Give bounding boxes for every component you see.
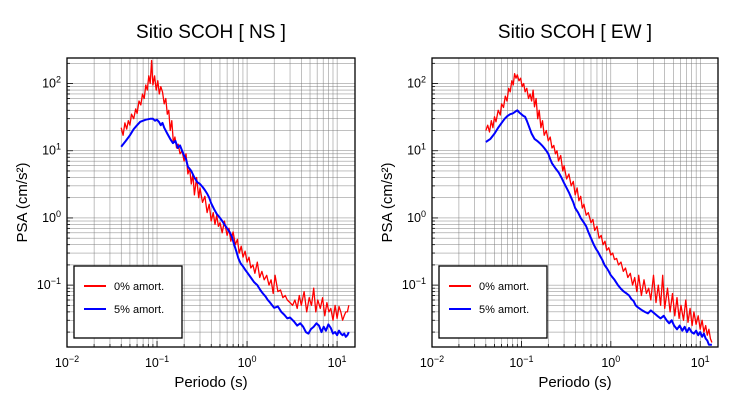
series-line-undamped <box>485 73 713 343</box>
plot-frame <box>66 57 356 348</box>
x-tick-label: 100 <box>601 354 620 370</box>
x-tick-label: 10−1 <box>509 354 533 370</box>
y-tick-label: 101 <box>407 142 426 158</box>
y-tick-label: 101 <box>42 142 61 158</box>
y-tick-label: 10−1 <box>37 276 61 292</box>
y-tick-label: 102 <box>42 75 61 91</box>
x-tick-label: 10−1 <box>145 354 169 370</box>
y-tick-label: 100 <box>42 209 61 225</box>
x-axis-label: Periodo (s) <box>174 374 247 391</box>
legend: 0% amort. 5% amort. <box>73 265 183 339</box>
legend-label: 0% amort. <box>479 281 529 293</box>
legend: 0% amort. 5% amort. <box>438 265 548 339</box>
chart-title: Sitio SCOH [ EW ] <box>498 22 652 43</box>
legend-label: 5% amort. <box>479 304 529 316</box>
plot-frame <box>431 57 719 348</box>
x-tick-label: 100 <box>238 354 257 370</box>
x-tick-label: 10−2 <box>420 354 444 370</box>
series-line-undamped <box>120 59 350 321</box>
series-line-damped <box>485 109 712 346</box>
y-tick-label: 10−1 <box>402 276 426 292</box>
x-tick-label: 101 <box>691 354 710 370</box>
legend-box <box>438 265 548 339</box>
chart-panel-2: 10−2 10−1 100 101 10−1 100 101 102 Sitio SCOH [ … <box>379 22 719 391</box>
y-axis-label: PSA (cm/s²) <box>379 162 396 242</box>
chart-panel-1: 10−2 10−1 100 101 10−1 100 101 102 Sitio SCOH [ … <box>14 22 356 391</box>
legend-box <box>73 265 183 339</box>
x-tick-label: 101 <box>328 354 347 370</box>
y-tick-label: 102 <box>407 75 426 91</box>
legend-label: 5% amort. <box>114 304 164 316</box>
x-axis-label: Periodo (s) <box>538 374 611 391</box>
legend-label: 0% amort. <box>114 281 164 293</box>
series-line-damped <box>120 117 350 338</box>
y-axis-label: PSA (cm/s²) <box>14 162 31 242</box>
y-tick-label: 100 <box>407 209 426 225</box>
chart-title: Sitio SCOH [ NS ] <box>136 22 286 43</box>
x-tick-label: 10−2 <box>55 354 79 370</box>
